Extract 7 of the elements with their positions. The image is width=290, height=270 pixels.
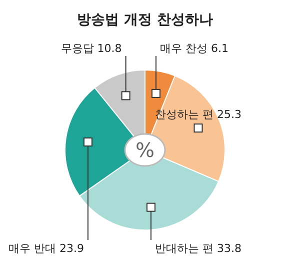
slice-label: 매우 찬성 [160,42,211,55]
slice-label: 무응답 [60,42,98,55]
slice-label: 매우 반대 [8,242,60,255]
chart-title: 방송법 개정 찬성하나 [77,12,213,28]
slice-label: 찬성하는 편 [154,108,217,122]
slice-label: 반대하는 편 [154,242,217,255]
text: % [135,138,155,162]
